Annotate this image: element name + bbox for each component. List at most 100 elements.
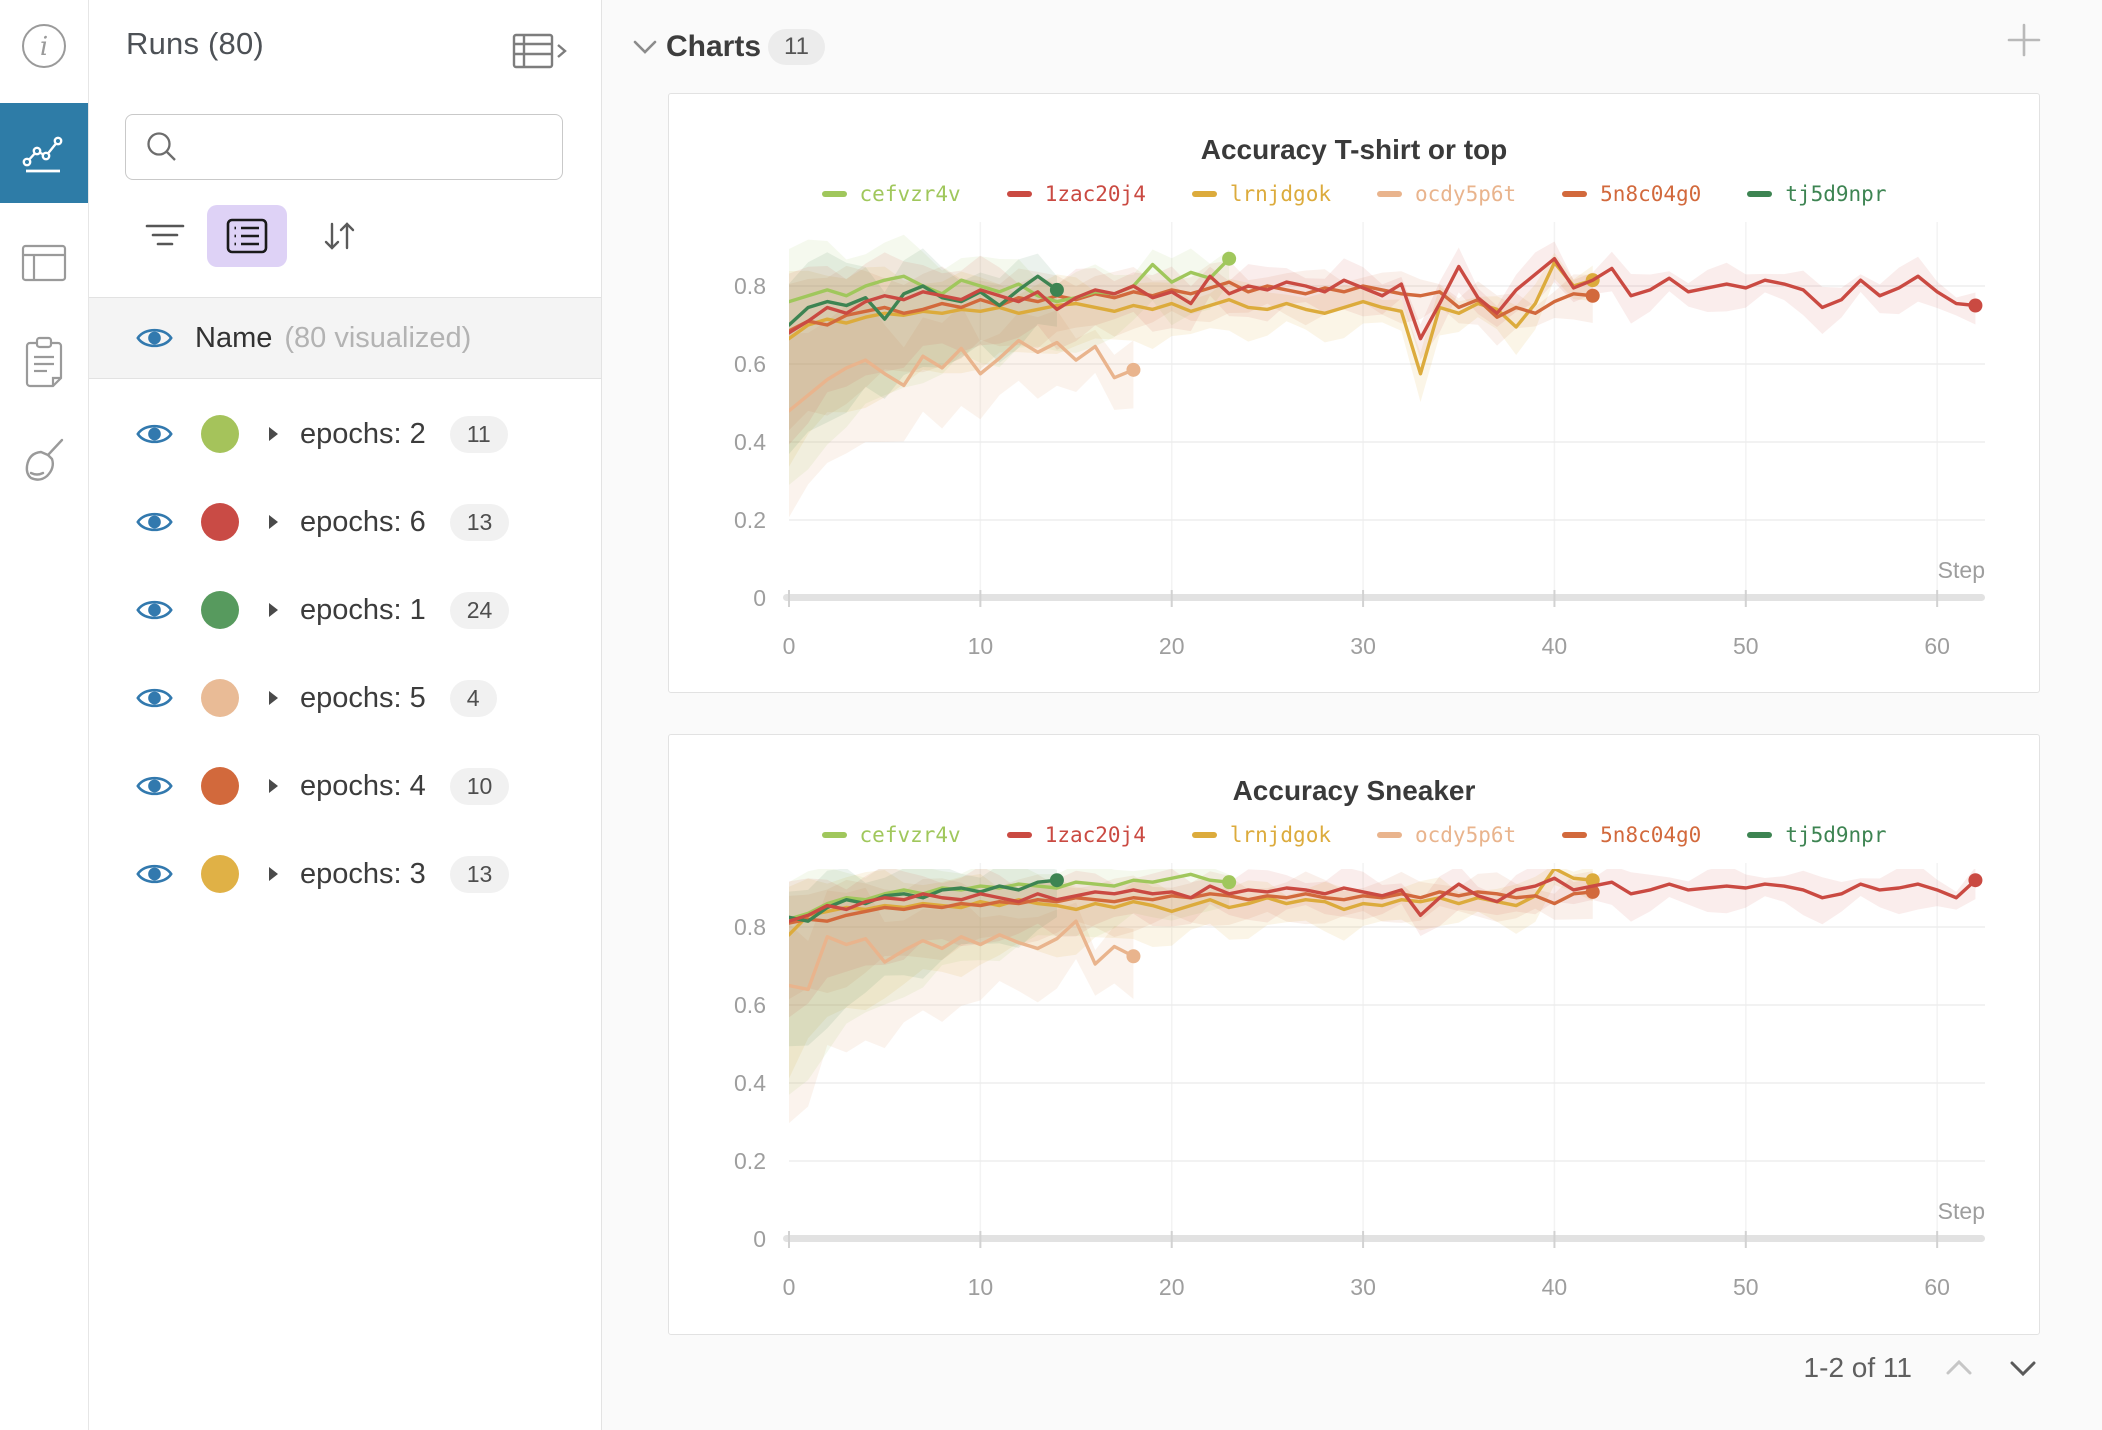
legend-item[interactable]: cefvzr4v bbox=[821, 823, 961, 847]
pagination-down-button[interactable] bbox=[2006, 1357, 2040, 1379]
run-group-label[interactable]: epochs: 6 bbox=[300, 505, 426, 538]
charts-count-badge: 11 bbox=[768, 29, 825, 65]
pagination-label: 1-2 of 11 bbox=[1803, 1352, 1912, 1383]
run-search-box[interactable] bbox=[125, 114, 563, 180]
expand-caret-icon[interactable] bbox=[266, 601, 280, 619]
legend-item[interactable]: ocdy5p6t bbox=[1377, 823, 1516, 847]
legend-item[interactable]: ocdy5p6t bbox=[1377, 182, 1516, 206]
visibility-eye-icon[interactable] bbox=[136, 508, 173, 536]
legend-run-name: tj5d9npr bbox=[1785, 182, 1887, 206]
svg-text:0.8: 0.8 bbox=[734, 914, 766, 940]
run-group-row[interactable]: epochs: 4 10 bbox=[89, 742, 601, 830]
run-group-header-row[interactable]: Name (80 visualized) bbox=[89, 297, 601, 379]
svg-text:0.4: 0.4 bbox=[734, 1070, 766, 1096]
expand-caret-icon[interactable] bbox=[266, 777, 280, 795]
chart-card-accuracy-sneaker[interactable]: Accuracy Sneaker cefvzr4v 1zac20j4 lrnjdgo… bbox=[668, 734, 2040, 1335]
legend-dash-icon bbox=[1006, 191, 1032, 197]
collapse-section-chevron-icon[interactable] bbox=[629, 36, 661, 58]
search-icon bbox=[144, 129, 180, 165]
run-search-input[interactable] bbox=[194, 114, 562, 180]
svg-text:0.8: 0.8 bbox=[734, 273, 766, 299]
add-panel-button[interactable] bbox=[2004, 20, 2044, 60]
broom-icon bbox=[17, 433, 71, 491]
run-group-row[interactable]: epochs: 6 13 bbox=[89, 478, 601, 566]
run-count-badge: 10 bbox=[449, 767, 510, 805]
legend-dash-icon bbox=[1747, 191, 1773, 197]
svg-text:10: 10 bbox=[968, 633, 994, 659]
legend-item[interactable]: cefvzr4v bbox=[821, 182, 961, 206]
svg-text:Step: Step bbox=[1938, 1198, 1985, 1224]
legend-run-name: 1zac20j4 bbox=[1044, 182, 1146, 206]
run-group-label[interactable]: epochs: 5 bbox=[300, 681, 426, 714]
table-icon bbox=[19, 241, 69, 287]
legend-item[interactable]: 1zac20j4 bbox=[1006, 182, 1146, 206]
legend-item[interactable]: lrnjdgok bbox=[1191, 823, 1331, 847]
svg-text:i: i bbox=[40, 32, 48, 62]
chart-title: Accuracy Sneaker bbox=[1232, 775, 1476, 806]
legend-item[interactable]: tj5d9npr bbox=[1747, 182, 1886, 206]
legend-dash-icon bbox=[1191, 191, 1217, 197]
run-count-badge: 13 bbox=[449, 855, 510, 893]
plus-icon bbox=[2004, 20, 2044, 60]
run-group-row[interactable]: epochs: 5 4 bbox=[89, 654, 601, 742]
line-chart-plot[interactable]: 0.2 0.4 0.6 0.8 00 10 20 30 40 50 60 Step bbox=[669, 863, 2039, 1323]
info-button[interactable]: i bbox=[0, 18, 88, 74]
run-group-label[interactable]: epochs: 3 bbox=[300, 857, 426, 890]
run-list-settings-button[interactable] bbox=[207, 205, 287, 267]
svg-text:20: 20 bbox=[1159, 1274, 1185, 1300]
info-icon: i bbox=[20, 22, 68, 70]
filter-button[interactable] bbox=[137, 210, 193, 262]
svg-text:50: 50 bbox=[1733, 1274, 1759, 1300]
svg-text:Step: Step bbox=[1938, 557, 1985, 583]
run-count-badge: 24 bbox=[449, 591, 510, 629]
run-group-row[interactable]: epochs: 1 24 bbox=[89, 566, 601, 654]
sort-button[interactable] bbox=[311, 210, 367, 262]
run-group-label[interactable]: epochs: 2 bbox=[300, 417, 426, 450]
visibility-eye-icon[interactable] bbox=[136, 596, 173, 624]
chart-card-accuracy-tshirt-or-top[interactable]: Accuracy T-shirt or top cefvzr4v 1zac20j4… bbox=[668, 93, 2040, 693]
legend-dash-icon bbox=[1006, 832, 1032, 838]
notes-button[interactable] bbox=[0, 332, 88, 392]
visibility-eye-icon[interactable] bbox=[136, 324, 173, 352]
svg-text:0.2: 0.2 bbox=[734, 507, 766, 533]
run-group-row[interactable]: epochs: 3 13 bbox=[89, 830, 601, 918]
legend-item[interactable]: tj5d9npr bbox=[1747, 823, 1886, 847]
legend-item[interactable]: 1zac20j4 bbox=[1006, 823, 1146, 847]
visibility-eye-icon[interactable] bbox=[136, 772, 173, 800]
expand-caret-icon[interactable] bbox=[266, 865, 280, 883]
svg-text:0.6: 0.6 bbox=[734, 992, 766, 1018]
group-column-label: Name bbox=[195, 321, 273, 354]
expand-caret-icon[interactable] bbox=[266, 513, 280, 531]
legend-item[interactable]: 5n8c04g0 bbox=[1562, 182, 1701, 206]
pagination-up-button[interactable] bbox=[1942, 1357, 1976, 1379]
run-count-badge: 4 bbox=[449, 679, 497, 717]
legend-run-name: 1zac20j4 bbox=[1044, 823, 1146, 847]
legend-run-name: ocdy5p6t bbox=[1415, 182, 1517, 206]
legend-dash-icon bbox=[1377, 832, 1402, 838]
chart-legend: cefvzr4v 1zac20j4 lrnjdgok ocdy5p6t 5n8c04g0… bbox=[669, 823, 2039, 847]
run-group-label[interactable]: epochs: 1 bbox=[300, 593, 426, 626]
svg-text:40: 40 bbox=[1542, 633, 1568, 659]
charts-section-title: Charts bbox=[666, 30, 762, 63]
run-group-color-dot bbox=[201, 679, 239, 717]
expand-caret-icon[interactable] bbox=[266, 425, 280, 443]
run-group-row[interactable]: epochs: 2 11 bbox=[89, 390, 601, 478]
svg-text:0: 0 bbox=[753, 1226, 766, 1252]
runs-toolbar bbox=[89, 202, 601, 272]
visibility-eye-icon[interactable] bbox=[136, 420, 173, 448]
visibility-eye-icon[interactable] bbox=[136, 860, 173, 888]
legend-run-name: ocdy5p6t bbox=[1415, 823, 1517, 847]
visibility-eye-icon[interactable] bbox=[136, 684, 173, 712]
legend-item[interactable]: 5n8c04g0 bbox=[1562, 823, 1701, 847]
table-chevron-icon bbox=[511, 30, 569, 72]
svg-text:60: 60 bbox=[1924, 1274, 1950, 1300]
expand-runs-table-button[interactable] bbox=[511, 30, 569, 72]
table-view-button[interactable] bbox=[0, 236, 88, 292]
line-chart-plot[interactable]: 0.2 0.4 0.6 0.8 00 10 20 30 40 50 60 Step bbox=[669, 222, 2039, 682]
expand-caret-icon[interactable] bbox=[266, 689, 280, 707]
workspace-charts-tab[interactable] bbox=[0, 103, 88, 203]
svg-text:30: 30 bbox=[1350, 633, 1376, 659]
legend-item[interactable]: lrnjdgok bbox=[1191, 182, 1331, 206]
sweeps-button[interactable] bbox=[0, 430, 88, 494]
run-group-label[interactable]: epochs: 4 bbox=[300, 769, 426, 802]
